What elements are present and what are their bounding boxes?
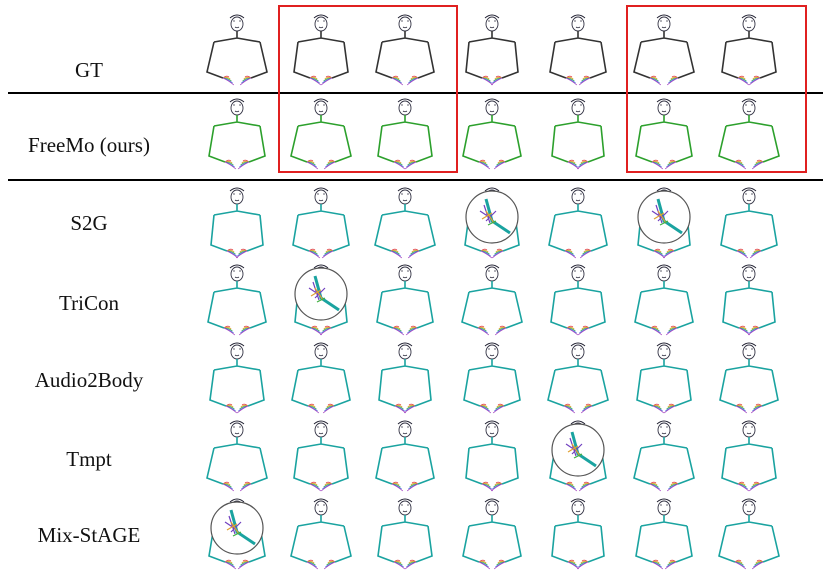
pose-tmpt-5	[633, 420, 695, 492]
pose-audio2body-4	[547, 342, 609, 414]
pose-mixstage-2	[377, 498, 433, 570]
pose-s2g-6	[720, 187, 778, 259]
pose-tmpt-4	[549, 420, 607, 492]
pose-freemo-4	[551, 98, 605, 170]
pose-tmpt-3	[465, 420, 519, 492]
pose-gt-4	[549, 14, 607, 86]
pose-tricon-5	[634, 264, 694, 336]
pose-gt-3	[465, 14, 519, 86]
pose-freemo-6	[718, 98, 780, 170]
pose-gt-1	[293, 14, 349, 86]
pose-mixstage-6	[718, 498, 780, 570]
pose-mixstage-3	[462, 498, 522, 570]
row-label-gt: GT	[75, 58, 103, 82]
pose-tmpt-2	[375, 420, 435, 492]
pose-audio2body-5	[636, 342, 692, 414]
pose-s2g-4	[548, 187, 608, 259]
pose-audio2body-0	[209, 342, 265, 414]
divider-line-bottom	[8, 179, 823, 181]
row-label-audio2body: Audio2Body	[34, 368, 144, 392]
pose-tricon-3	[461, 264, 523, 336]
pose-freemo-0	[208, 98, 266, 170]
row-label-tricon: TriCon	[59, 291, 119, 315]
row-label-tmpt: Tmpt	[66, 447, 112, 471]
highlight-box-left	[278, 5, 458, 173]
divider-line-top	[8, 92, 823, 94]
pose-tricon-2	[376, 264, 434, 336]
pose-audio2body-1	[291, 342, 351, 414]
pose-tmpt-0	[206, 420, 268, 492]
row-label-s2g: S2G	[70, 211, 108, 235]
pose-mixstage-4	[551, 498, 605, 570]
highlight-box-right	[626, 5, 807, 173]
pose-tricon-0	[207, 264, 267, 336]
pose-freemo-1	[290, 98, 352, 170]
pose-audio2body-3	[463, 342, 521, 414]
pose-s2g-2	[374, 187, 436, 259]
pose-s2g-5	[637, 187, 691, 259]
pose-s2g-0	[210, 187, 264, 259]
pose-s2g-1	[292, 187, 350, 259]
pose-freemo-2	[377, 98, 433, 170]
row-label-freemo: FreeMo (ours)	[28, 133, 150, 157]
pose-mixstage-5	[635, 498, 693, 570]
pose-tricon-1	[294, 264, 348, 336]
pose-tricon-6	[722, 264, 776, 336]
row-label-mixstage: Mix-StAGE	[37, 523, 141, 547]
pose-mixstage-1	[290, 498, 352, 570]
pose-gt-5	[633, 14, 695, 86]
pose-tricon-4	[550, 264, 606, 336]
pose-audio2body-6	[719, 342, 779, 414]
pose-gt-6	[721, 14, 777, 86]
pose-gt-2	[375, 14, 435, 86]
pose-tmpt-6	[721, 420, 777, 492]
pose-s2g-3	[464, 187, 520, 259]
pose-gt-0	[206, 14, 268, 86]
pose-freemo-3	[462, 98, 522, 170]
pose-freemo-5	[635, 98, 693, 170]
pose-mixstage-0	[208, 498, 266, 570]
pose-audio2body-2	[378, 342, 432, 414]
pose-tmpt-1	[293, 420, 349, 492]
